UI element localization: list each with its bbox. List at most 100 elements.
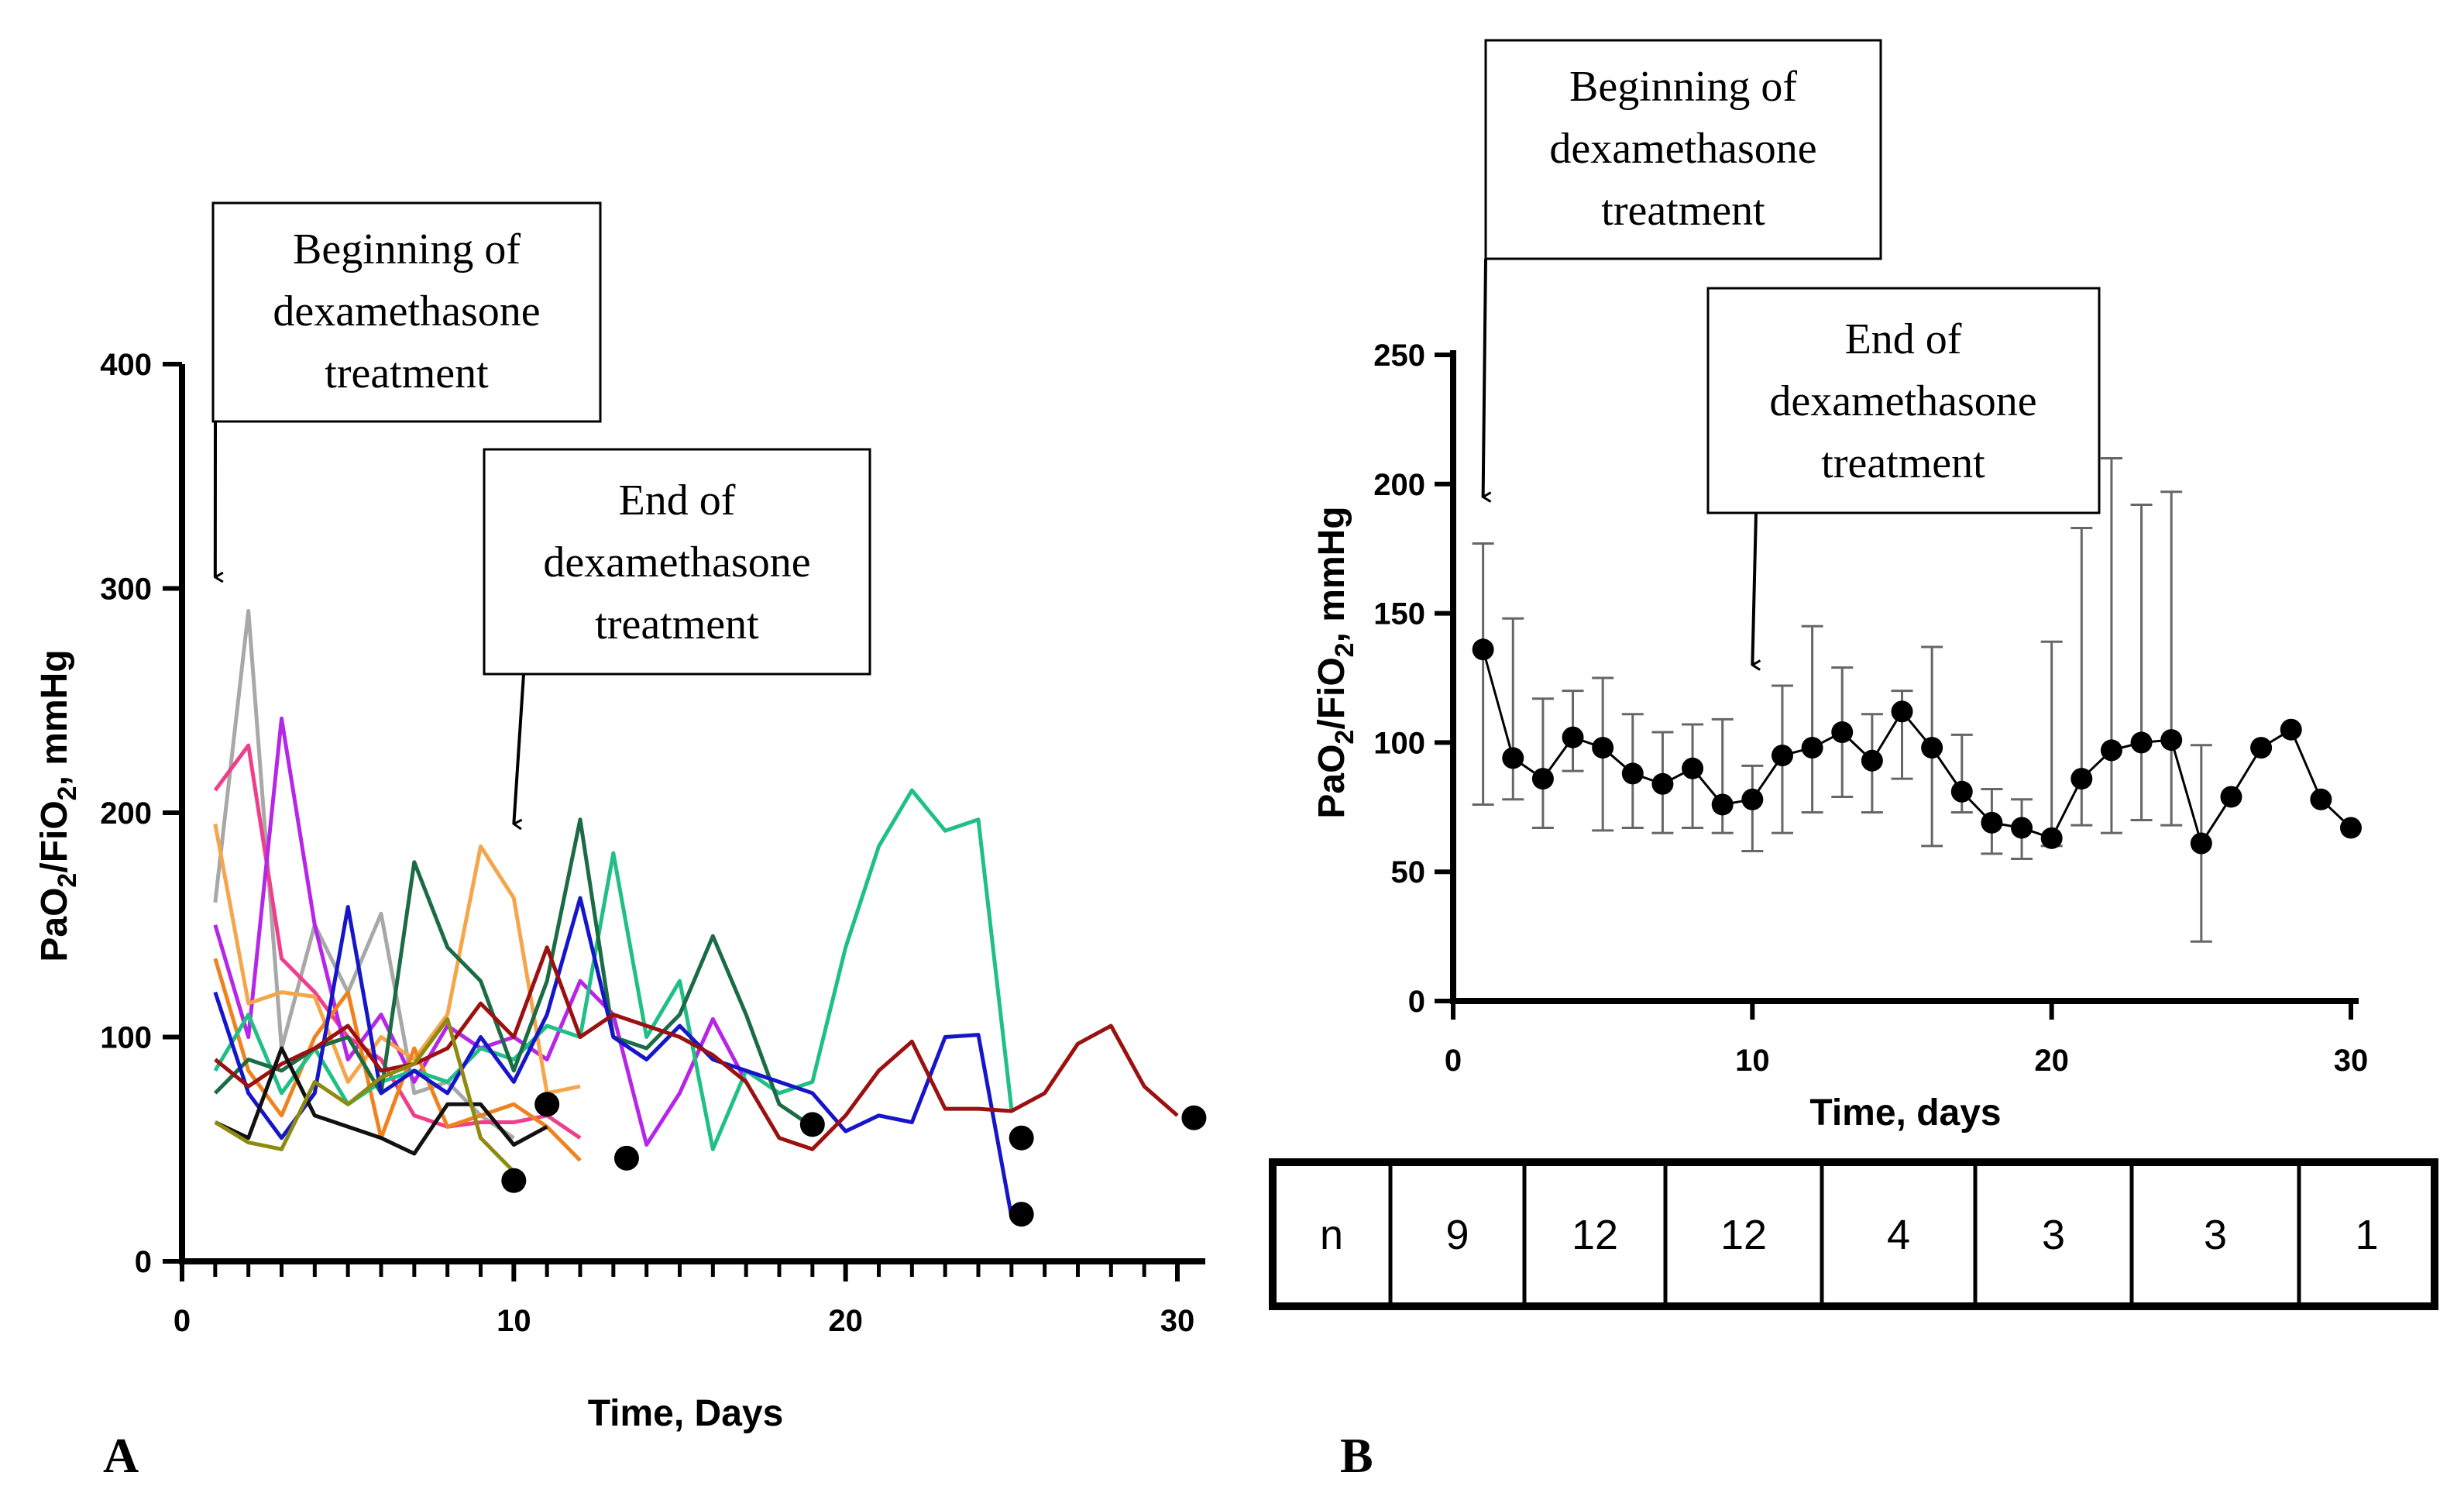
panel-b-annotation-end-box (1706, 287, 2101, 514)
panel-b-x-tick-label: 10 (1735, 1044, 1770, 1078)
panel-a-annotation-beginning-line1: Beginning of (293, 225, 521, 273)
panel-a-annotation-beginning: Beginning of dexamethasone treatment (211, 201, 602, 423)
panel-a-annotation-end-line1: End of (619, 476, 736, 525)
panel-a-x-ticks: 0 10 20 30 (174, 1261, 1194, 1338)
panel-b-point (1592, 737, 1614, 759)
panel-b-annotation-end-line2: dexamethasone (1769, 377, 2036, 425)
panel-a-x-tick-label: 20 (828, 1304, 863, 1338)
panel-a: 0 10 20 30 0 100 200 300 400 Time, Days PaO2/Fi… (34, 201, 1207, 1483)
panel-b-x-tick-label: 0 (1445, 1044, 1462, 1078)
panel-b-annotation-end-line3: treatment (1821, 439, 1985, 487)
panel-b-point (1831, 721, 1854, 744)
panel-a-x-tick-label: 10 (497, 1304, 531, 1338)
panel-b-point (1891, 700, 1913, 723)
panel-b-point (2340, 817, 2362, 839)
n-table-value: 12 (1720, 1212, 1767, 1258)
panel-a-series-dark-orange (213, 958, 582, 1162)
panel-b-point (1562, 726, 1584, 748)
n-table-value: 12 (1572, 1212, 1618, 1258)
panel-b-x-ticks: 0 10 20 30 (1445, 1001, 2368, 1078)
panel-b-annotation-beginning-box (1484, 39, 1882, 260)
panel-b-point (2310, 788, 2332, 810)
panel-a-label: A (103, 1428, 139, 1483)
panel-b-x-tick-label: 20 (2034, 1044, 2069, 1078)
panel-b-point (1741, 788, 1764, 810)
panel-b-y-tick-label: 150 (1373, 597, 1425, 631)
panel-a-endpoint (501, 1168, 527, 1193)
panel-a-series-dark-red (214, 945, 1179, 1151)
panel-b-point (1651, 772, 1674, 795)
n-table-value: 1 (2355, 1212, 2378, 1258)
panel-a-endpoint (534, 1092, 560, 1117)
panel-a-series-olive (214, 1017, 516, 1173)
n-table-value: 9 (1445, 1212, 1469, 1258)
panel-b-point (1950, 780, 1973, 803)
panel-a-endpoints (501, 1092, 1207, 1227)
panel-a-series-orange (213, 824, 581, 1096)
panel-a-series-blue (213, 896, 1014, 1217)
panel-b: 0 10 20 30 0 50 100 150 200 250 Time, days PaO2/… (1269, 39, 2438, 1483)
n-table-cells: n 9 12 12 4 3 3 1 (1320, 1162, 2379, 1306)
panel-b-point (2100, 739, 2122, 762)
panel-b-annotation-end: End of dexamethasone treatment (1706, 287, 2101, 514)
panel-a-annotation-end: End of dexamethasone treatment (483, 448, 871, 676)
panel-b-point (1771, 745, 1793, 767)
panel-b-point (1981, 811, 2003, 834)
panel-b-point (2220, 786, 2242, 808)
panel-b-x-axis-label: Time, days (1809, 1092, 2001, 1134)
panel-b-points (1472, 638, 2362, 855)
panel-a-annotation-beginning-line3: treatment (325, 349, 489, 397)
panel-b-error-bars (1472, 456, 2212, 943)
panel-b-annotation-beginning: Beginning of dexamethasone treatment (1484, 39, 1882, 260)
panel-a-x-axis-label: Time, Days (588, 1393, 784, 1434)
panel-b-point (2040, 827, 2063, 849)
panel-a-series-pink (213, 743, 582, 1140)
panel-a-annotation-end-line2: dexamethasone (543, 538, 810, 587)
panel-b-point (2190, 832, 2212, 855)
panel-b-arrow-end (1752, 512, 1756, 665)
n-table-header: n (1320, 1212, 1343, 1258)
panel-a-endpoint (1009, 1125, 1034, 1151)
panel-a-series-silver (213, 609, 515, 1140)
panel-a-annotation-end-line3: treatment (595, 600, 759, 648)
panel-a-y-tick-label: 400 (100, 348, 152, 382)
panel-b-annotation-beginning-line1: Beginning of (1569, 63, 1797, 111)
panel-b-annotation-beginning-line2: dexamethasone (1549, 125, 1816, 173)
panel-a-y-tick-label: 0 (135, 1245, 152, 1279)
panel-b-y-tick-label: 250 (1373, 339, 1425, 373)
n-table-value: 3 (2204, 1212, 2227, 1258)
panel-a-y-tick-label: 100 (100, 1021, 152, 1055)
panel-a-series-black (214, 1046, 548, 1156)
panel-b-point (1531, 768, 1554, 790)
panel-b-point (1502, 747, 1524, 769)
panel-b-point (1472, 638, 1494, 661)
panel-b-point (2011, 817, 2033, 839)
panel-b-point (1621, 762, 1644, 785)
panel-b-point (1861, 749, 1883, 772)
panel-a-endpoint (1009, 1202, 1034, 1227)
panel-b-point (2280, 718, 2302, 741)
panel-b-point (2160, 729, 2183, 752)
panel-b-y-tick-label: 200 (1373, 468, 1425, 502)
panel-b-point (1711, 793, 1734, 816)
panel-a-x-tick-label: 0 (174, 1304, 191, 1338)
panel-a-arrow-end (514, 673, 525, 824)
panel-b-point (1921, 737, 1943, 759)
panel-a-endpoint (799, 1112, 825, 1137)
panel-a-annotation-beginning-box (211, 201, 602, 423)
panel-b-y-ticks: 0 50 100 150 200 250 (1373, 339, 1453, 1019)
panel-a-endpoint (613, 1145, 639, 1171)
panel-b-annotation-end-line1: End of (1845, 315, 1962, 363)
n-table: n 9 12 12 4 3 3 1 (1269, 1158, 2438, 1310)
panel-b-y-tick-label: 50 (1391, 855, 1426, 889)
n-table-value: 4 (1887, 1212, 1910, 1258)
panel-a-y-tick-label: 300 (100, 573, 152, 607)
n-table-border (1269, 1158, 2438, 1310)
panel-b-y-axis-label: PaO2/FiO2, mmHg (1311, 506, 1359, 818)
panel-a-y-ticks: 0 100 200 300 400 (100, 348, 182, 1279)
panel-b-arrow-beginning (1483, 258, 1486, 497)
panel-b-annotation-beginning-line3: treatment (1601, 187, 1765, 235)
n-table-value: 3 (2042, 1212, 2065, 1258)
panel-a-series-lines (213, 609, 1179, 1217)
panel-a-endpoint (1181, 1105, 1207, 1130)
